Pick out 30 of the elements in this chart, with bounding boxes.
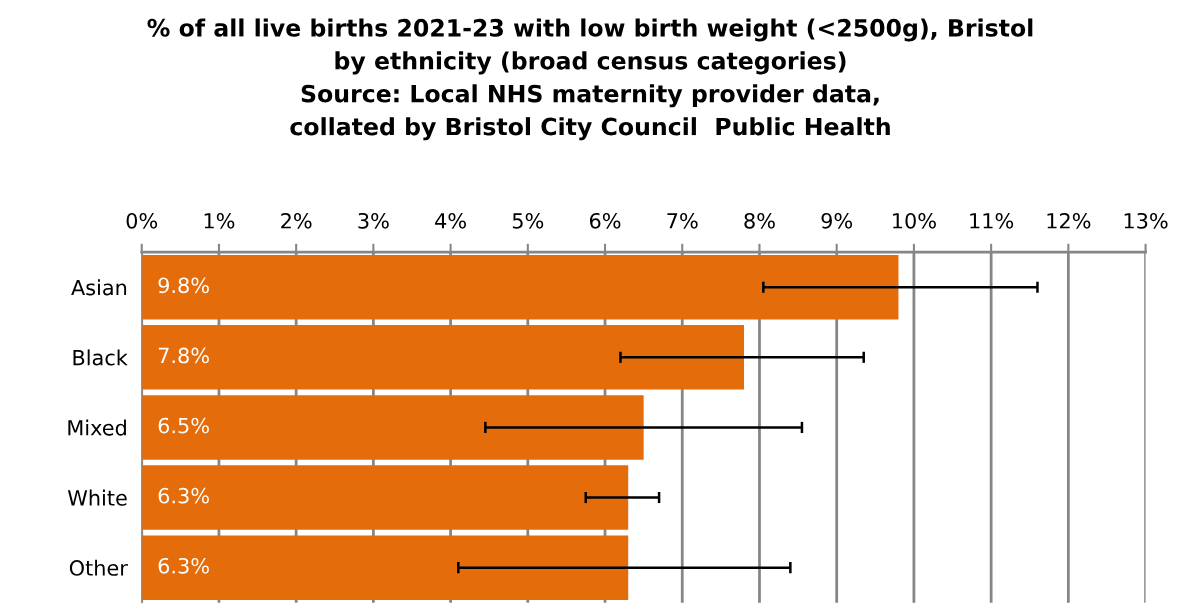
data-label: 6.3% <box>158 557 209 574</box>
x-tick-label: 5% <box>512 212 544 229</box>
x-tick-label: 4% <box>435 212 466 229</box>
bar <box>141 535 629 600</box>
chart-title: % of all live births 2021-23 with low birth weight (<2500g), Bristol by ethnicity (broad census categories) Source: Local NHS maternity provider data, collated by Bristol City Council Public Health <box>147 18 1033 141</box>
bar <box>141 465 629 530</box>
data-label: 6.3% <box>158 487 209 504</box>
y-tick-label: Mixed <box>68 419 126 436</box>
x-tick-label: 10% <box>893 212 936 229</box>
data-label: 6.5% <box>158 417 209 434</box>
x-tick-label: 2% <box>281 212 312 229</box>
x-tick-label: 7% <box>667 212 698 229</box>
x-tick-label: 3% <box>358 212 389 229</box>
y-tick-label: Black <box>73 349 128 366</box>
x-tick-label: 8% <box>744 212 775 229</box>
x-tick-label: 13% <box>1124 212 1168 229</box>
x-tick-label: 12% <box>1047 212 1091 229</box>
x-tick-label: 0% <box>126 212 158 229</box>
y-tick-label: Other <box>69 559 128 576</box>
bar <box>141 254 899 320</box>
y-tick-label: Asian <box>71 279 127 296</box>
x-tick-label: 1% <box>204 212 235 229</box>
data-label: 9.8% <box>158 277 209 294</box>
bar <box>141 325 745 390</box>
x-tick-label: 6% <box>589 212 621 229</box>
x-tick-label: 9% <box>821 212 853 229</box>
x-tick-label: 11% <box>970 212 1014 229</box>
y-tick-label: White <box>67 489 127 506</box>
bar <box>141 395 644 460</box>
data-label: 7.8% <box>158 347 209 364</box>
